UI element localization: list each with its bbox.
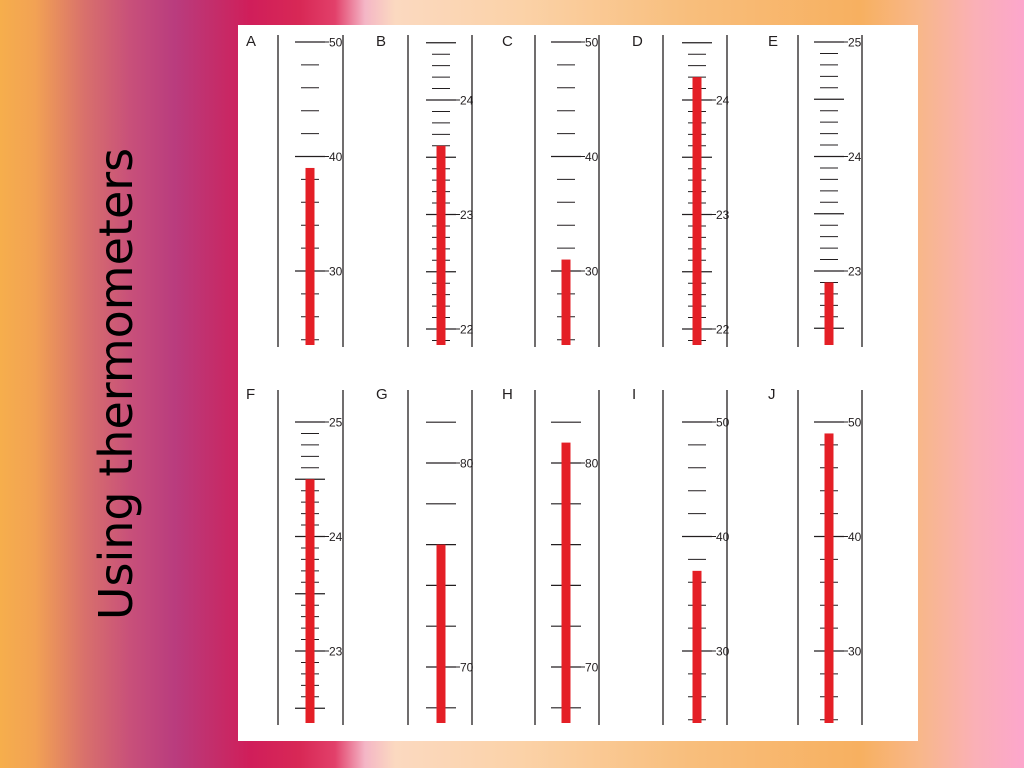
thermometer-d-liquid (692, 77, 702, 345)
thermometer-g-tick-label: 70 (460, 661, 474, 675)
thermometer-h-liquid (561, 442, 571, 723)
thermometer-f-tick-label: 23 (329, 645, 343, 659)
thermometer-b-letter: B (376, 33, 386, 50)
thermometer-i-letter: I (632, 386, 636, 403)
thermometer-a-liquid (305, 167, 315, 345)
thermometer-c-tick-label: 50 (585, 36, 599, 50)
thermometer-j-tick-label: 40 (848, 530, 862, 544)
thermometer-a-tick-label: 30 (329, 265, 343, 279)
thermometer-d-tick-label: 23 (716, 208, 730, 222)
thermometer-a-tick-label: 40 (329, 150, 343, 164)
thermometer-d-tick-label: 22 (716, 323, 730, 337)
thermometer-i-liquid (692, 570, 702, 723)
thermometer-e-tick-label: 23 (848, 265, 862, 279)
thermometer-panel: A 30 40 50 B 22 23 24 C 30 40 50 D 22 23 24 E 23 24 25 F 23 24… (238, 25, 918, 741)
thermometer-a-letter: A (246, 33, 256, 50)
thermometer-diagram: A 30 40 50 B 22 23 24 C 30 40 50 D 22 23 24 E 23 24 25 F 23 24… (246, 33, 863, 725)
thermometer-b-tick-label: 23 (460, 208, 474, 222)
thermometer-j-liquid (824, 433, 834, 723)
thermometer-e-tick-label: 24 (848, 150, 862, 164)
thermometer-a-tick-label: 50 (329, 36, 343, 50)
thermometer-i-tick-label: 40 (716, 530, 730, 544)
thermometer-e-tick-label: 25 (848, 36, 862, 50)
thermometer-j-letter: J (768, 386, 776, 403)
thermometer-h-tick-label: 70 (585, 661, 599, 675)
thermometer-j-tick-label: 50 (848, 416, 862, 430)
thermometer-i-tick-label: 50 (716, 416, 730, 430)
thermometer-c-letter: C (502, 33, 513, 50)
thermometer-d-tick-label: 24 (716, 94, 730, 108)
thermometer-b-liquid (436, 145, 446, 345)
thermometer-h-letter: H (502, 386, 513, 403)
thermometer-b-tick-label: 22 (460, 323, 474, 337)
thermometer-g-tick-label: 80 (460, 457, 474, 471)
thermometer-g-liquid (436, 544, 446, 723)
thermometer-f-letter: F (246, 386, 255, 403)
thermometer-b-tick-label: 24 (460, 94, 474, 108)
thermometer-j-tick-label: 30 (848, 645, 862, 659)
thermometer-i-tick-label: 30 (716, 645, 730, 659)
slide-title: Using thermometers (89, 147, 143, 621)
thermometer-c-liquid (561, 259, 571, 345)
thermometer-g-letter: G (376, 386, 388, 403)
thermometer-f-liquid (305, 479, 315, 723)
thermometer-h-tick-label: 80 (585, 457, 599, 471)
thermometer-e-liquid (824, 282, 834, 345)
thermometer-f-tick-label: 25 (329, 416, 343, 430)
thermometer-c-tick-label: 40 (585, 150, 599, 164)
thermometer-d-letter: D (632, 33, 643, 50)
thermometer-f-tick-label: 24 (329, 530, 343, 544)
thermometer-e-letter: E (768, 33, 778, 50)
thermometer-c-tick-label: 30 (585, 265, 599, 279)
